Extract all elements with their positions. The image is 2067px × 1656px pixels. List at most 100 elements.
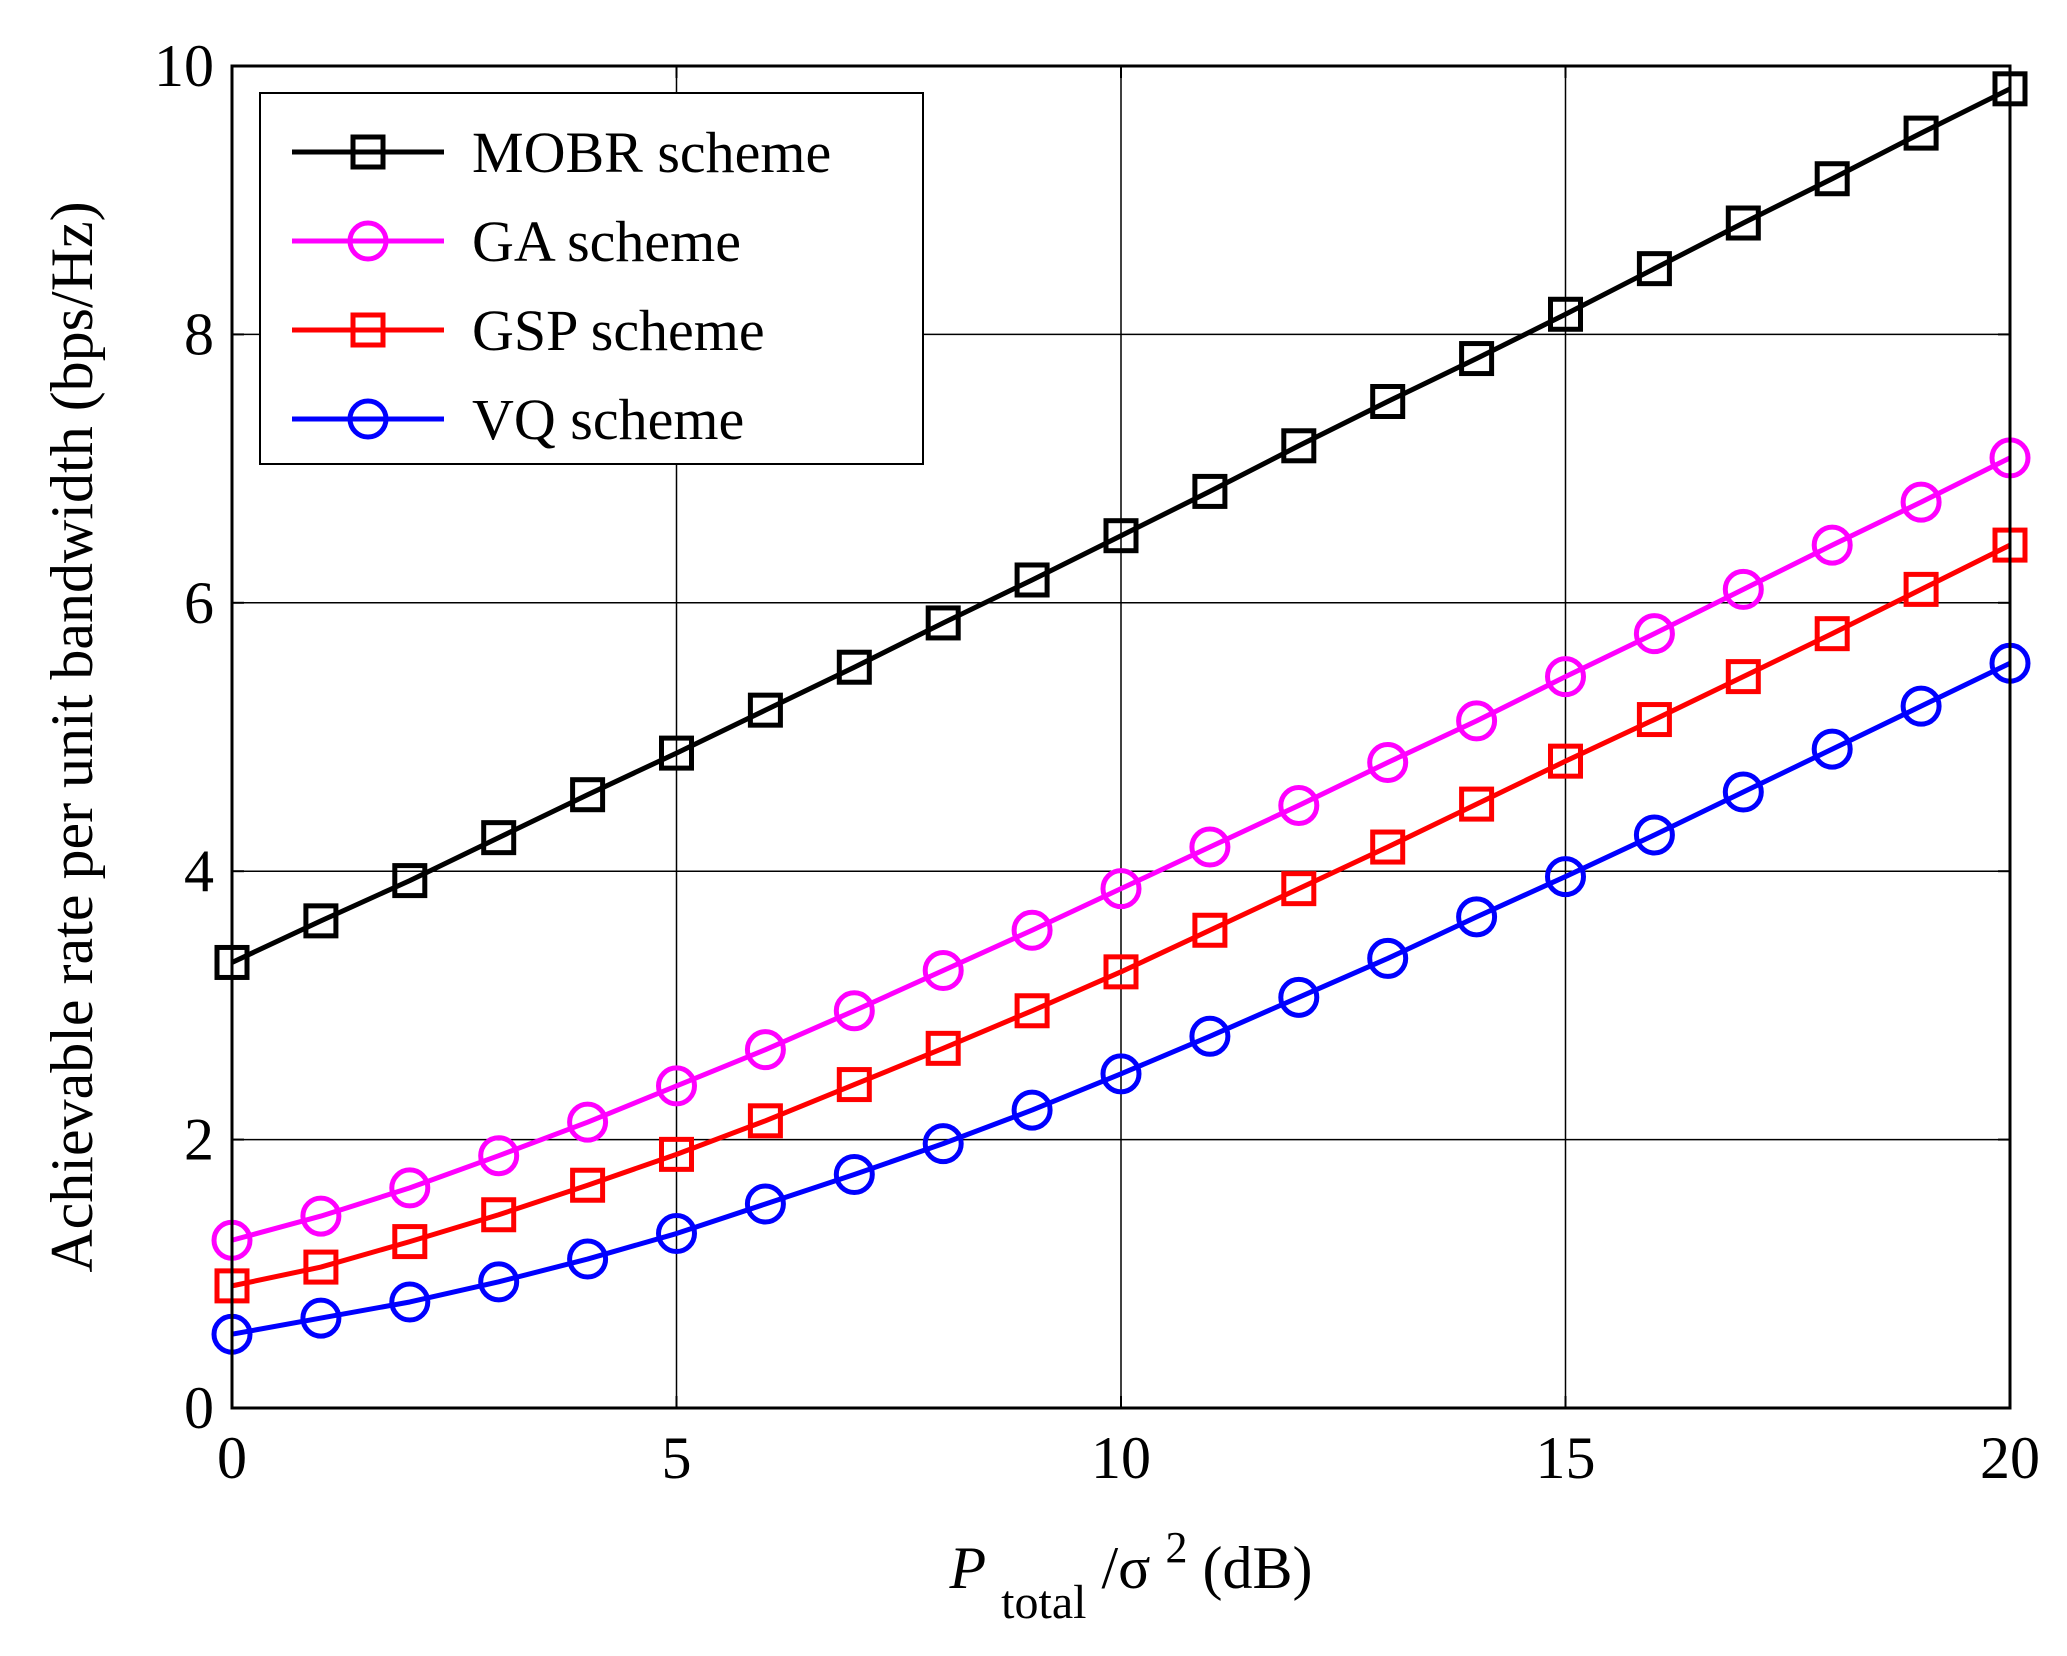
mobr-data-point <box>1814 161 1850 197</box>
x-axis-label: P total /σ 2 (dB) <box>949 1509 1313 1631</box>
ga-line <box>231 455 2012 1243</box>
y-tick-label: 6 <box>184 570 214 636</box>
ga-data-point <box>1722 568 1764 610</box>
mobr-data-point <box>1725 205 1761 241</box>
mobr-data-point <box>1103 518 1139 554</box>
x-label-unit: (dB) <box>1203 1535 1313 1601</box>
mobr-data-point <box>836 649 872 685</box>
x-label-subscript: total <box>1001 1576 1086 1629</box>
vq-data-point <box>922 1123 964 1165</box>
gsp-data-point <box>1459 786 1495 822</box>
vq-series <box>211 642 2031 1355</box>
mobr-data-point <box>1548 296 1583 332</box>
mobr-data-point <box>659 735 694 771</box>
legend-item-ga: GA scheme <box>292 209 741 274</box>
vq-data-point <box>300 1297 342 1339</box>
gsp-data-point <box>570 1167 606 1203</box>
x-tick-label: 20 <box>1980 1425 2040 1491</box>
gsp-data-point <box>1903 571 1939 607</box>
gsp-line <box>231 542 2012 1289</box>
gsp-data-point <box>1636 702 1672 738</box>
legend-item-mobr: MOBR scheme <box>292 120 831 185</box>
mobr-line <box>230 86 2012 965</box>
vq-data-point <box>1100 1053 1142 1095</box>
mobr-data-point <box>1459 341 1495 377</box>
x-label-sigma: /σ <box>1101 1535 1150 1601</box>
ga-data-point <box>300 1195 342 1237</box>
mobr-data-point <box>925 605 961 641</box>
gsp-data-point <box>836 1067 872 1103</box>
ga-data-point <box>1456 700 1498 742</box>
mobr-data-point <box>1014 562 1050 598</box>
vq-data-point <box>833 1153 875 1195</box>
mobr-data-point <box>747 692 783 728</box>
vq-data-point <box>1900 685 1942 727</box>
y-tick-label: 4 <box>184 838 214 904</box>
gsp-data-point <box>925 1030 961 1066</box>
vq-line <box>231 660 2012 1337</box>
mobr-data-point <box>1370 384 1406 419</box>
y-tick-label: 10 <box>154 33 214 99</box>
ga-data-point <box>1278 784 1320 826</box>
ga-data-point <box>1100 868 1142 910</box>
mobr-data-point <box>303 903 339 939</box>
axis-ticks: 0 5 10 15 20 0 2 4 6 8 10 <box>154 33 2040 1491</box>
gsp-data-point <box>1103 954 1139 990</box>
ga-data-point <box>1189 826 1231 868</box>
legend-marker-ga <box>347 220 389 262</box>
vq-data-point <box>389 1281 431 1323</box>
x-label-superscript: 2 <box>1166 1523 1188 1572</box>
x-tick-label: 10 <box>1091 1425 1151 1491</box>
ga-data-point <box>833 990 875 1032</box>
mobr-data-point <box>1281 428 1317 464</box>
mobr-data-point <box>1903 115 1939 151</box>
vq-data-point <box>1367 937 1409 979</box>
vq-data-point <box>478 1261 520 1303</box>
mobr-data-point <box>570 777 606 813</box>
vq-data-point <box>567 1238 609 1280</box>
legend-item-gsp: GSP scheme <box>292 298 765 363</box>
gsp-data-point <box>392 1224 428 1260</box>
ga-data-point <box>744 1029 786 1071</box>
legend-label-mobr: MOBR scheme <box>472 120 831 185</box>
y-tick-label: 8 <box>184 301 214 367</box>
gsp-data-point <box>1548 743 1583 779</box>
gsp-data-point <box>1370 829 1406 865</box>
mobr-data-point <box>481 820 517 856</box>
vq-data-point <box>1011 1089 1053 1131</box>
ga-data-point <box>389 1167 431 1209</box>
legend-label-gsp: GSP scheme <box>472 298 765 363</box>
legend-marker-vq <box>347 398 389 440</box>
gsp-data-point <box>747 1103 783 1139</box>
vq-data-point <box>1189 1015 1231 1057</box>
gsp-data-point <box>303 1249 339 1285</box>
vq-data-point <box>656 1213 697 1255</box>
x-tick-label: 0 <box>217 1425 247 1491</box>
vq-data-point <box>1722 771 1764 813</box>
ga-data-point <box>1900 481 1942 523</box>
gsp-data-point <box>1725 659 1761 695</box>
ga-data-point <box>1545 656 1586 698</box>
gsp-data-point <box>1814 616 1850 652</box>
ga-data-point <box>1811 524 1853 566</box>
vq-data-point <box>1278 976 1320 1018</box>
vq-data-point <box>744 1183 786 1225</box>
vq-data-point <box>1545 856 1586 898</box>
legend-marker-gsp <box>350 312 386 348</box>
ga-data-point <box>478 1135 520 1177</box>
legend: MOBR scheme GA scheme GSP scheme VQ scheme <box>259 92 924 465</box>
x-tick-label: 15 <box>1536 1425 1596 1491</box>
x-label-main: P <box>949 1535 987 1601</box>
gsp-data-point <box>481 1197 517 1233</box>
ga-data-point <box>656 1065 697 1107</box>
y-tick-label: 0 <box>184 1375 214 1441</box>
mobr-data-point <box>392 863 428 899</box>
gsp-data-point <box>1281 871 1317 907</box>
ga-data-point <box>922 950 964 992</box>
gsp-data-point <box>1014 993 1050 1029</box>
ga-data-point <box>1011 909 1053 951</box>
gsp-data-point <box>659 1136 694 1172</box>
vq-data-point <box>1811 728 1853 770</box>
legend-marker-mobr <box>350 134 386 170</box>
